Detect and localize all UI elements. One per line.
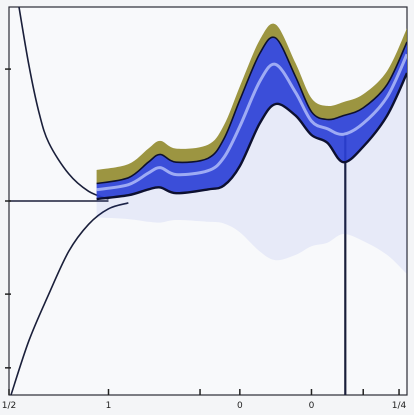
chart-axes: 1/2 1 0 0 1/4 (2, 68, 407, 411)
x-tick-label: 0 (309, 401, 315, 411)
curve-line-1 (10, 202, 129, 395)
band-reflection (96, 73, 407, 275)
band-accent-area (96, 23, 407, 184)
curve-line-0 (18, 7, 109, 200)
x-tick-label: 1 (106, 401, 112, 411)
x-tick-label: 1/4 (392, 401, 407, 411)
band-highlight (96, 53, 407, 192)
x-tick-label: 1/2 (2, 401, 16, 411)
band-upper-edge (96, 36, 407, 185)
x-tick-label: 0 (237, 401, 243, 411)
chart-marks (9, 7, 407, 395)
band-lower-edge (96, 72, 407, 201)
band-area (96, 37, 407, 200)
